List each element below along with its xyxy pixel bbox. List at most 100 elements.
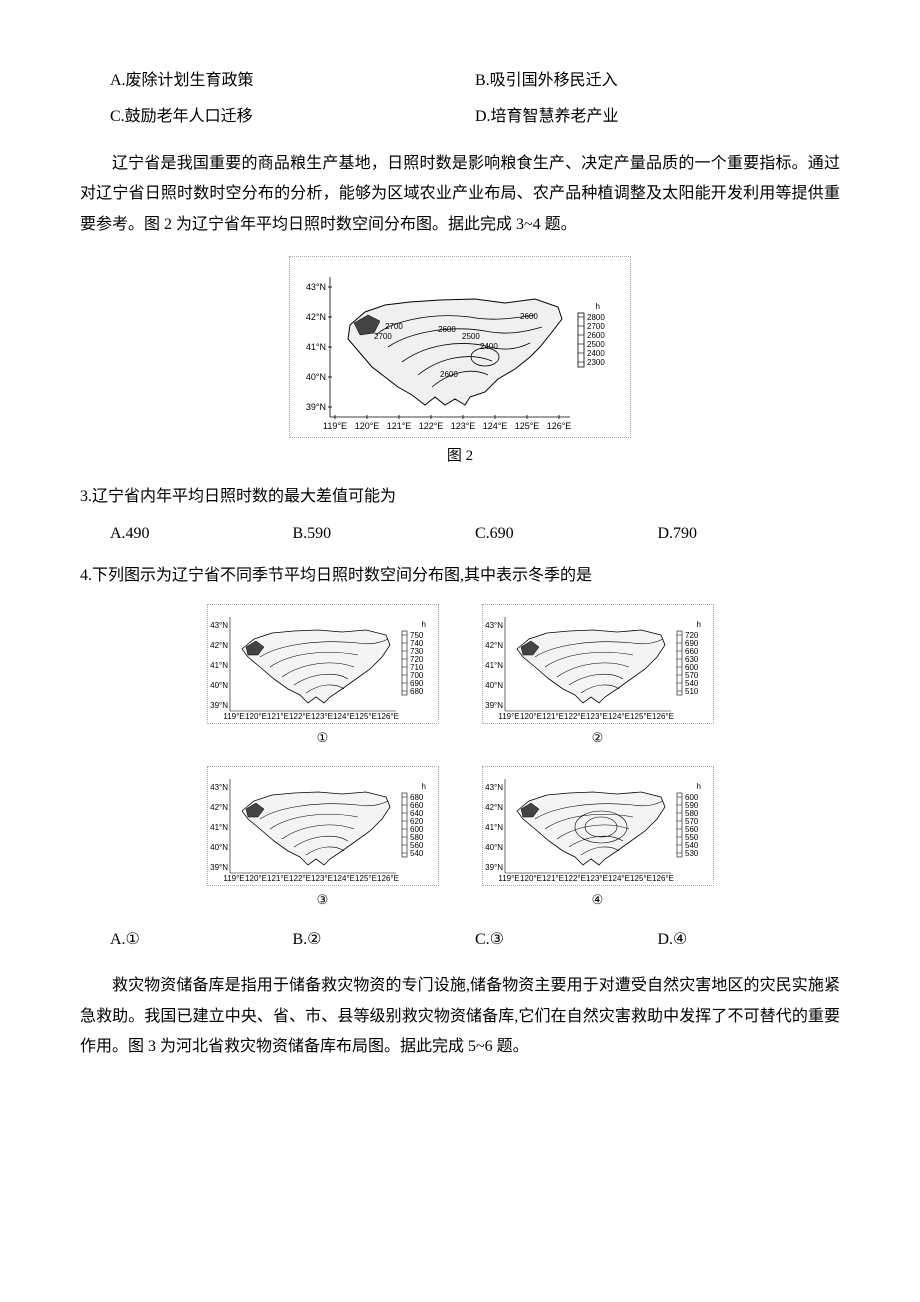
svg-text:2700: 2700 <box>374 332 392 341</box>
svg-text:122°E: 122°E <box>289 712 311 721</box>
q2-options-row2: C.鼓励老年人口迁移 D.培育智慧养老产业 <box>110 102 840 132</box>
seasonal-map-②: 39°N 40°N 41°N 42°N 43°N 119°E120°E121°E122°E… <box>475 604 720 751</box>
q4-options: A.① B.② C.③ D.④ <box>110 925 840 955</box>
q3-option-c: C.690 <box>475 519 658 549</box>
q4-text: 4.下列图示为辽宁省不同季节平均日照时数空间分布图,其中表示冬季的是 <box>80 561 840 591</box>
svg-text:121°E: 121°E <box>542 712 564 721</box>
svg-text:39°N: 39°N <box>306 402 326 412</box>
svg-text:124°E: 124°E <box>333 712 355 721</box>
svg-text:41°N: 41°N <box>485 823 503 832</box>
svg-text:2600: 2600 <box>587 331 605 340</box>
svg-text:123°E: 123°E <box>311 712 333 721</box>
svg-text:43°N: 43°N <box>485 621 503 630</box>
svg-text:43°N: 43°N <box>306 282 326 292</box>
svg-text:h: h <box>696 782 700 791</box>
legend: h 280027002600250024002300 <box>578 302 605 367</box>
svg-text:41°N: 41°N <box>306 342 326 352</box>
q4-option-d: D.④ <box>658 925 841 955</box>
seasonal-map-label: ② <box>592 726 604 751</box>
svg-text:540: 540 <box>410 849 424 858</box>
svg-text:119°E: 119°E <box>223 874 244 883</box>
svg-text:39°N: 39°N <box>485 701 503 710</box>
seasonal-maps-grid: 39°N40°N41°N42°N43°N119°E120°E121°E122°E… <box>200 604 720 913</box>
svg-text:2700: 2700 <box>587 322 605 331</box>
svg-text:42°N: 42°N <box>485 803 503 812</box>
svg-text:126°E: 126°E <box>652 712 674 721</box>
svg-text:530: 530 <box>685 849 699 858</box>
q3-options: A.490 B.590 C.690 D.790 <box>110 519 840 549</box>
svg-text:125°E: 125°E <box>355 874 377 883</box>
q3-text: 3.辽宁省内年平均日照时数的最大差值可能为 <box>80 482 840 512</box>
q2-option-c: C.鼓励老年人口迁移 <box>110 102 475 132</box>
svg-text:42°N: 42°N <box>485 641 503 650</box>
svg-text:124°E: 124°E <box>333 874 355 883</box>
legend-unit: h <box>596 302 600 311</box>
svg-text:125°E: 125°E <box>515 421 540 431</box>
svg-text:120°E: 120°E <box>355 421 380 431</box>
svg-text:2600: 2600 <box>438 325 456 334</box>
svg-text:120°E: 120°E <box>245 712 267 721</box>
seasonal-map-label: ③ <box>317 888 329 913</box>
svg-text:42°N: 42°N <box>306 312 326 322</box>
svg-text:120°E: 120°E <box>520 712 542 721</box>
q4-option-a: A.① <box>110 925 293 955</box>
svg-text:120°E: 120°E <box>520 874 542 883</box>
svg-text:39°N: 39°N <box>210 863 228 872</box>
svg-text:680: 680 <box>410 687 424 696</box>
svg-text:39°N: 39°N <box>485 863 503 872</box>
passage-liaoning: 辽宁省是我国重要的商品粮生产基地，日照时数是影响粮食生产、决定产量品质的一个重要… <box>80 149 840 240</box>
svg-text:125°E: 125°E <box>355 712 377 721</box>
svg-text:120°E: 120°E <box>245 874 267 883</box>
svg-text:123°E: 123°E <box>451 421 476 431</box>
svg-text:122°E: 122°E <box>419 421 444 431</box>
svg-text:126°E: 126°E <box>547 421 572 431</box>
svg-text:510: 510 <box>685 687 699 696</box>
svg-text:122°E: 122°E <box>564 712 586 721</box>
svg-text:42°N: 42°N <box>210 803 228 812</box>
q4-option-c: C.③ <box>475 925 658 955</box>
seasonal-map-①: 39°N40°N41°N42°N43°N119°E120°E121°E122°E… <box>200 604 445 751</box>
svg-text:40°N: 40°N <box>485 843 503 852</box>
svg-text:43°N: 43°N <box>485 783 503 792</box>
seasonal-map-label: ① <box>317 726 329 751</box>
svg-text:40°N: 40°N <box>210 681 228 690</box>
svg-text:119°E: 119°E <box>498 712 519 721</box>
svg-text:124°E: 124°E <box>608 874 630 883</box>
svg-text:h: h <box>421 782 425 791</box>
svg-text:119°E: 119°E <box>498 874 519 883</box>
q3-option-d: D.790 <box>658 519 841 549</box>
svg-text:125°E: 125°E <box>630 874 652 883</box>
svg-text:41°N: 41°N <box>485 661 503 670</box>
svg-text:2800: 2800 <box>587 313 605 322</box>
figure-2-svg: 39°N40°N41°N42°N43°N 119°E120°E121°E122°… <box>289 256 631 438</box>
svg-text:h: h <box>421 620 425 629</box>
svg-text:42°N: 42°N <box>210 641 228 650</box>
q2-options-row1: A.废除计划生育政策 B.吸引国外移民迁入 <box>110 66 840 96</box>
svg-text:h: h <box>696 620 700 629</box>
svg-text:121°E: 121°E <box>387 421 412 431</box>
figure-2-caption: 图 2 <box>447 442 473 471</box>
svg-text:40°N: 40°N <box>210 843 228 852</box>
q4-option-b: B.② <box>293 925 476 955</box>
q3-option-a: A.490 <box>110 519 293 549</box>
svg-text:2500: 2500 <box>587 340 605 349</box>
svg-text:2500: 2500 <box>462 332 480 341</box>
svg-text:124°E: 124°E <box>483 421 508 431</box>
q2-option-d: D.培育智慧养老产业 <box>475 102 840 132</box>
svg-text:2300: 2300 <box>587 358 605 367</box>
svg-text:41°N: 41°N <box>210 661 228 670</box>
svg-text:126°E: 126°E <box>377 874 399 883</box>
svg-text:43°N: 43°N <box>210 621 228 630</box>
svg-text:43°N: 43°N <box>210 783 228 792</box>
svg-text:40°N: 40°N <box>306 372 326 382</box>
q3-option-b: B.590 <box>293 519 476 549</box>
q2-option-a: A.废除计划生育政策 <box>110 66 475 96</box>
svg-text:41°N: 41°N <box>210 823 228 832</box>
figure-2: 39°N40°N41°N42°N43°N 119°E120°E121°E122°… <box>80 256 840 471</box>
svg-text:2400: 2400 <box>480 342 498 351</box>
svg-text:2700: 2700 <box>385 322 403 331</box>
svg-text:121°E: 121°E <box>267 712 289 721</box>
svg-text:124°E: 124°E <box>608 712 630 721</box>
svg-text:126°E: 126°E <box>377 712 399 721</box>
svg-text:40°N: 40°N <box>485 681 503 690</box>
